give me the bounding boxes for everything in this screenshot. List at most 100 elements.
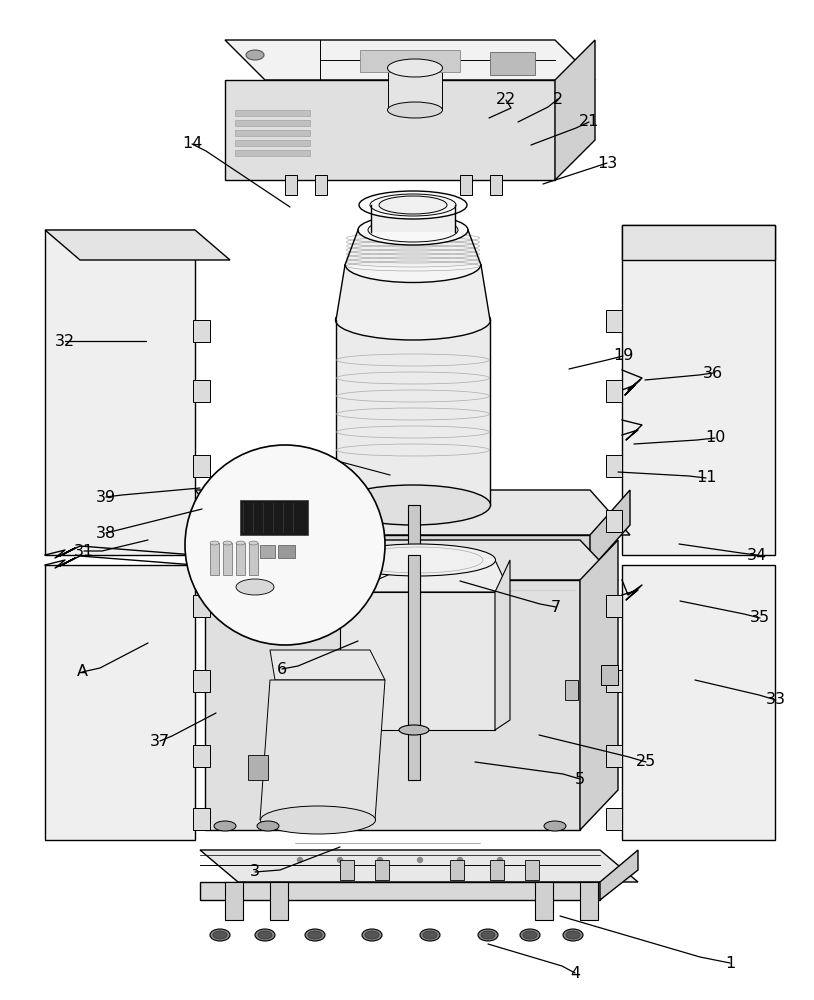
Ellipse shape (210, 929, 230, 941)
Ellipse shape (481, 931, 495, 939)
Polygon shape (388, 68, 442, 110)
Polygon shape (490, 860, 504, 880)
Text: 35: 35 (750, 610, 770, 626)
Polygon shape (223, 543, 232, 575)
Polygon shape (235, 140, 310, 146)
Text: 39: 39 (96, 489, 116, 504)
Polygon shape (590, 490, 630, 570)
Polygon shape (606, 745, 622, 767)
Text: 4: 4 (570, 966, 580, 980)
Polygon shape (235, 120, 310, 126)
Polygon shape (45, 230, 195, 555)
Polygon shape (580, 882, 598, 920)
Polygon shape (193, 808, 210, 830)
Circle shape (497, 857, 502, 862)
Ellipse shape (420, 929, 440, 941)
Ellipse shape (387, 102, 443, 118)
Polygon shape (200, 850, 638, 882)
Polygon shape (193, 510, 210, 532)
Polygon shape (249, 543, 258, 575)
Polygon shape (565, 680, 578, 700)
Polygon shape (606, 595, 622, 617)
Polygon shape (248, 755, 268, 780)
Ellipse shape (345, 247, 480, 282)
Circle shape (338, 857, 343, 862)
Text: 10: 10 (705, 430, 725, 446)
Polygon shape (235, 110, 310, 116)
Ellipse shape (260, 806, 375, 834)
Ellipse shape (423, 931, 437, 939)
Ellipse shape (362, 929, 382, 941)
Ellipse shape (308, 931, 322, 939)
Text: 5: 5 (575, 772, 585, 786)
Polygon shape (235, 150, 310, 156)
Polygon shape (205, 540, 618, 580)
Circle shape (457, 857, 462, 862)
Polygon shape (606, 670, 622, 692)
Polygon shape (285, 175, 297, 195)
Ellipse shape (478, 929, 498, 941)
Text: 32: 32 (55, 334, 75, 349)
Ellipse shape (365, 931, 379, 939)
Polygon shape (408, 555, 420, 780)
Ellipse shape (520, 929, 540, 941)
Polygon shape (45, 230, 230, 260)
Polygon shape (193, 455, 210, 477)
Polygon shape (375, 860, 389, 880)
Text: 6: 6 (277, 662, 287, 676)
Text: 2: 2 (553, 92, 563, 106)
Text: 37: 37 (150, 734, 170, 748)
Polygon shape (210, 543, 219, 575)
Circle shape (297, 857, 303, 862)
Polygon shape (336, 320, 490, 505)
Polygon shape (600, 850, 638, 900)
Polygon shape (225, 882, 243, 920)
Polygon shape (193, 745, 210, 767)
Polygon shape (260, 545, 275, 558)
Polygon shape (225, 40, 595, 80)
Polygon shape (193, 320, 210, 342)
Text: 14: 14 (182, 136, 202, 151)
Circle shape (418, 857, 422, 862)
Polygon shape (193, 670, 210, 692)
Polygon shape (606, 380, 622, 402)
Ellipse shape (258, 931, 272, 939)
Polygon shape (193, 380, 210, 402)
Polygon shape (622, 565, 775, 840)
Text: 1: 1 (725, 956, 735, 970)
Ellipse shape (359, 191, 467, 219)
Polygon shape (195, 490, 630, 535)
Polygon shape (195, 535, 590, 570)
Polygon shape (606, 455, 622, 477)
Ellipse shape (257, 821, 279, 831)
Ellipse shape (255, 929, 275, 941)
Polygon shape (495, 560, 510, 730)
Ellipse shape (335, 300, 491, 340)
Text: 33: 33 (766, 692, 786, 708)
Polygon shape (236, 543, 245, 575)
Polygon shape (240, 500, 308, 535)
Ellipse shape (223, 541, 232, 545)
Text: A: A (77, 664, 87, 680)
Polygon shape (525, 860, 539, 880)
Ellipse shape (335, 485, 491, 525)
Polygon shape (225, 80, 555, 180)
Polygon shape (345, 230, 481, 265)
Ellipse shape (236, 541, 245, 545)
Ellipse shape (563, 929, 583, 941)
Ellipse shape (213, 931, 227, 939)
Polygon shape (460, 175, 472, 195)
Polygon shape (490, 175, 502, 195)
Text: 21: 21 (579, 114, 599, 129)
Ellipse shape (523, 931, 537, 939)
Text: 31: 31 (74, 544, 94, 558)
Ellipse shape (387, 59, 443, 77)
Polygon shape (340, 860, 354, 880)
Text: 38: 38 (96, 526, 116, 540)
Circle shape (378, 857, 383, 862)
Text: 7: 7 (551, 599, 561, 614)
Polygon shape (205, 580, 580, 830)
Ellipse shape (379, 196, 447, 214)
Text: 13: 13 (597, 155, 617, 170)
Polygon shape (450, 860, 464, 880)
